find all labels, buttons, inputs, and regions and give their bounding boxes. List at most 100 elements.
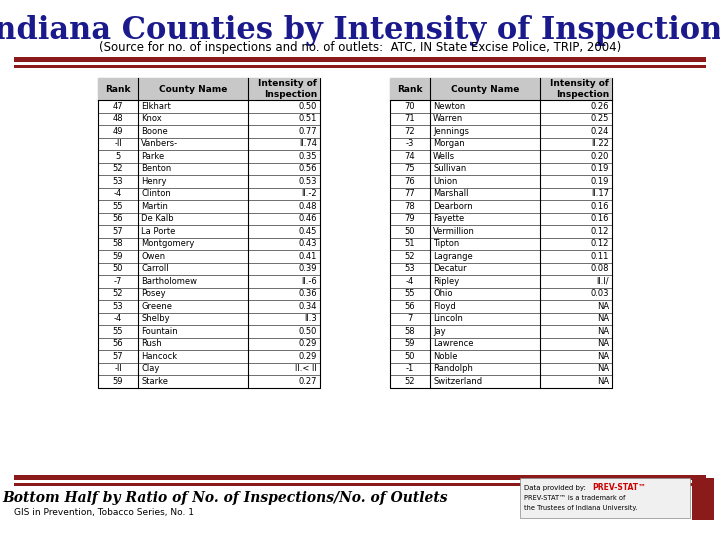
Text: Ohio: Ohio — [433, 289, 452, 298]
Text: 56: 56 — [113, 339, 123, 348]
Text: 57: 57 — [113, 227, 123, 236]
Text: Boone: Boone — [141, 127, 168, 136]
Bar — [14, 65, 706, 68]
Text: 0.24: 0.24 — [590, 127, 609, 136]
Text: Bartholomew: Bartholomew — [141, 276, 197, 286]
Text: 0.46: 0.46 — [299, 214, 317, 223]
Text: NA: NA — [597, 377, 609, 386]
Text: 75: 75 — [405, 164, 415, 173]
Text: County Name: County Name — [159, 84, 228, 93]
Text: 0.16: 0.16 — [590, 202, 609, 211]
Text: 0.08: 0.08 — [590, 264, 609, 273]
Text: 58: 58 — [405, 327, 415, 336]
Text: 5: 5 — [115, 152, 121, 161]
Text: Warren: Warren — [433, 114, 463, 123]
Text: 51: 51 — [405, 239, 415, 248]
Text: 53: 53 — [113, 302, 123, 310]
Text: Martin: Martin — [141, 202, 168, 211]
Text: the Trustees of Indiana University.: the Trustees of Indiana University. — [524, 505, 637, 511]
Text: 59: 59 — [113, 377, 123, 386]
Text: Knox: Knox — [141, 114, 162, 123]
Text: 0.25: 0.25 — [590, 114, 609, 123]
Text: Greene: Greene — [141, 302, 172, 310]
Text: NA: NA — [597, 314, 609, 323]
Text: Montgomery: Montgomery — [141, 239, 194, 248]
Bar — [692, 478, 714, 520]
Text: NA: NA — [597, 364, 609, 373]
Text: 52: 52 — [405, 252, 415, 261]
Text: Vermillion: Vermillion — [433, 227, 475, 236]
Text: 0.53: 0.53 — [299, 177, 317, 186]
Text: 0.20: 0.20 — [590, 152, 609, 161]
Text: NA: NA — [597, 327, 609, 336]
Text: (Source for no. of inspections and no. of outlets:  ATC, IN State Excise Police,: (Source for no. of inspections and no. o… — [99, 42, 621, 55]
Text: Data provided by:: Data provided by: — [524, 485, 586, 491]
Text: 0.12: 0.12 — [590, 227, 609, 236]
Text: -7: -7 — [114, 276, 122, 286]
Text: Lawrence: Lawrence — [433, 339, 474, 348]
Text: ll.-2: ll.-2 — [302, 189, 317, 198]
Text: -4: -4 — [406, 276, 414, 286]
Text: Parke: Parke — [141, 152, 164, 161]
Text: ll.74: ll.74 — [299, 139, 317, 148]
Text: ll.l/: ll.l/ — [596, 276, 609, 286]
Text: Sullivan: Sullivan — [433, 164, 467, 173]
Text: Dearborn: Dearborn — [433, 202, 472, 211]
Text: Decatur: Decatur — [433, 264, 467, 273]
Bar — [390, 78, 612, 388]
Text: Intensity of
Inspection: Intensity of Inspection — [550, 79, 609, 99]
Text: 0.11: 0.11 — [590, 252, 609, 261]
Text: Marshall: Marshall — [433, 189, 469, 198]
Text: 0.41: 0.41 — [299, 252, 317, 261]
Text: 49: 49 — [113, 127, 123, 136]
Text: Switzerland: Switzerland — [433, 377, 482, 386]
Text: 57: 57 — [113, 352, 123, 361]
Bar — [98, 78, 320, 100]
Text: Clay: Clay — [141, 364, 159, 373]
Text: Noble: Noble — [433, 352, 457, 361]
Text: 0.16: 0.16 — [590, 214, 609, 223]
Text: Jennings: Jennings — [433, 127, 469, 136]
Text: Bottom Half by Ratio of No. of Inspections/No. of Outlets: Bottom Half by Ratio of No. of Inspectio… — [2, 491, 448, 505]
Text: La Porte: La Porte — [141, 227, 176, 236]
Text: -3: -3 — [406, 139, 414, 148]
Text: 0.34: 0.34 — [299, 302, 317, 310]
Text: Fayette: Fayette — [433, 214, 464, 223]
Text: Floyd: Floyd — [433, 302, 456, 310]
Text: Ripley: Ripley — [433, 276, 459, 286]
Text: 74: 74 — [405, 152, 415, 161]
Text: Rank: Rank — [105, 84, 131, 93]
Text: 0.50: 0.50 — [299, 327, 317, 336]
Text: 53: 53 — [405, 264, 415, 273]
Text: 52: 52 — [113, 289, 123, 298]
Text: Union: Union — [433, 177, 457, 186]
Text: PREV-STAT™ is a trademark of: PREV-STAT™ is a trademark of — [524, 495, 626, 501]
Text: Owen: Owen — [141, 252, 165, 261]
Text: 0.43: 0.43 — [299, 239, 317, 248]
Text: 76: 76 — [405, 177, 415, 186]
Text: 0.77: 0.77 — [298, 127, 317, 136]
Text: 0.19: 0.19 — [590, 164, 609, 173]
Text: 0.51: 0.51 — [299, 114, 317, 123]
Text: 0.03: 0.03 — [590, 289, 609, 298]
Text: 78: 78 — [405, 202, 415, 211]
Text: Hancock: Hancock — [141, 352, 177, 361]
Text: Intensity of
Inspection: Intensity of Inspection — [258, 79, 317, 99]
Text: -4: -4 — [114, 314, 122, 323]
Text: 47: 47 — [113, 102, 123, 111]
Text: GIS in Prevention, Tobacco Series, No. 1: GIS in Prevention, Tobacco Series, No. 1 — [14, 509, 194, 517]
Text: Lagrange: Lagrange — [433, 252, 473, 261]
Bar — [520, 478, 690, 518]
Text: NA: NA — [597, 339, 609, 348]
Text: 52: 52 — [405, 377, 415, 386]
Text: 0.26: 0.26 — [590, 102, 609, 111]
Text: 0.27: 0.27 — [299, 377, 317, 386]
Text: Rank: Rank — [397, 84, 423, 93]
Text: 70: 70 — [405, 102, 415, 111]
Text: 59: 59 — [113, 252, 123, 261]
Text: -1: -1 — [406, 364, 414, 373]
Text: 0.45: 0.45 — [299, 227, 317, 236]
Text: Morgan: Morgan — [433, 139, 464, 148]
Text: 71: 71 — [405, 114, 415, 123]
Text: 52: 52 — [113, 164, 123, 173]
